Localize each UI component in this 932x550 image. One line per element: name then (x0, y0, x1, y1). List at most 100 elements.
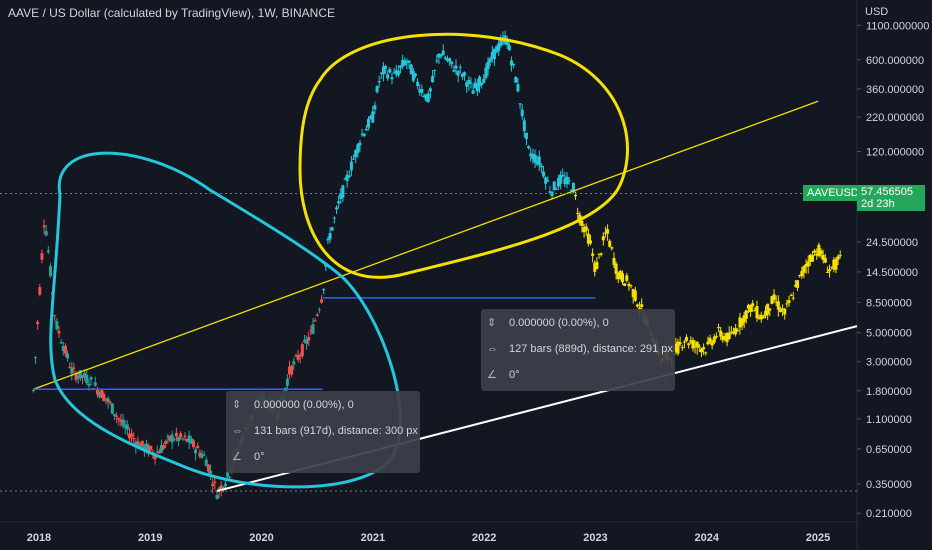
candle-body (409, 64, 413, 75)
candle-body (497, 43, 501, 51)
candle-body (379, 72, 383, 74)
candle-body (766, 303, 770, 315)
candle-body (484, 67, 488, 79)
candle-body (518, 103, 522, 105)
candle-body (744, 310, 748, 319)
y-tick-label: 220.000000 (866, 112, 924, 124)
candle-body (580, 220, 584, 226)
candle-body (682, 341, 686, 343)
candle-body (347, 175, 351, 178)
candle-body (727, 332, 731, 339)
candle-body (66, 353, 70, 359)
candle-body (571, 183, 575, 193)
candle-body (791, 297, 795, 299)
candle-body (204, 459, 208, 467)
candle-body (753, 310, 757, 312)
candle-body (813, 250, 817, 253)
candle-body (774, 301, 778, 303)
candle-body (309, 329, 313, 331)
candle-body (200, 453, 204, 458)
candle-body (514, 76, 518, 83)
candle-body (113, 414, 117, 416)
y-tick-label: 5.000000 (866, 328, 912, 340)
yellow-highlight-outline (298, 32, 629, 279)
measure-bars: 127 bars (889d), distance: 291 px (509, 343, 673, 355)
candle-body (810, 255, 814, 262)
candle-body (492, 48, 496, 60)
candle-body (693, 345, 697, 347)
vertical-range-icon: ⇕ (232, 399, 242, 411)
candle-body (388, 69, 392, 73)
candle-body (396, 70, 400, 76)
candle-body (723, 336, 727, 340)
measure-bars-row: ⇔ 127 bars (889d), distance: 291 px (487, 341, 673, 357)
candle-body (552, 181, 556, 191)
x-tick-label: 2019 (138, 532, 162, 544)
candle-body (452, 70, 456, 72)
candle-body (789, 295, 793, 297)
candle-body (633, 290, 637, 301)
candle-body (326, 239, 330, 241)
candle-body (785, 303, 789, 305)
candle-body (352, 158, 356, 160)
candle-body (486, 61, 490, 70)
candle-body (742, 315, 746, 323)
candle-body (732, 331, 736, 334)
candle-body (574, 194, 578, 197)
candle-body (631, 289, 635, 298)
last-price-badge: 57.456505 2d 23h (857, 185, 925, 211)
candle-body (322, 288, 326, 291)
candle-body (808, 254, 812, 262)
candle-body (825, 271, 829, 273)
candle-body (710, 341, 714, 346)
measure-box-2[interactable]: ⇕ 0.000000 (0.00%), 0 ⇔ 127 bars (889d), d… (481, 309, 675, 391)
measure-box-1[interactable]: ⇕ 0.000000 (0.00%), 0 ⇔ 131 bars (917d), d… (226, 391, 420, 473)
candle-body (290, 365, 294, 375)
candle-body (838, 255, 842, 257)
candle-body (345, 174, 349, 182)
candle-body (458, 66, 462, 68)
candle-body (757, 317, 761, 319)
candle-body (55, 321, 59, 330)
candle-body (734, 328, 738, 335)
candle-body (623, 283, 627, 286)
candle-body (381, 66, 385, 75)
candle-body (296, 354, 300, 360)
candle-body (164, 440, 168, 444)
candle-body (117, 418, 121, 420)
candle-body (145, 443, 149, 452)
y-tick-label: 24.500000 (866, 237, 918, 249)
measure-angle-row: ∠ 0° (232, 449, 265, 465)
measure-price-row: ⇕ 0.000000 (0.00%), 0 (487, 315, 609, 331)
candle-body (832, 259, 836, 270)
candle-body (704, 352, 708, 354)
candle-body (768, 308, 772, 311)
candle-body (678, 342, 682, 345)
candle-body (815, 253, 819, 256)
candle-body (72, 367, 76, 369)
candle-body (676, 341, 680, 354)
candle-body (828, 269, 832, 272)
candle-body (93, 382, 97, 386)
candle-body (132, 438, 136, 440)
candle-body (433, 69, 437, 71)
candle-body (533, 154, 537, 163)
candle-body (746, 304, 750, 309)
candle-body (140, 440, 144, 447)
candle-body (608, 240, 612, 247)
candle-body (339, 192, 343, 199)
candle-body (377, 81, 381, 83)
candle-body (358, 142, 362, 146)
currency-label: USD (865, 6, 889, 18)
candle-body (516, 84, 520, 92)
measure-price-row: ⇕ 0.000000 (0.00%), 0 (232, 397, 354, 413)
candle-body (343, 178, 347, 180)
candle-body (373, 105, 377, 110)
candle-body (448, 58, 452, 62)
candle-body (736, 330, 740, 332)
candle-body (411, 70, 415, 81)
candle-body (627, 283, 631, 287)
candle-body (315, 314, 319, 316)
candle-body (836, 256, 840, 260)
